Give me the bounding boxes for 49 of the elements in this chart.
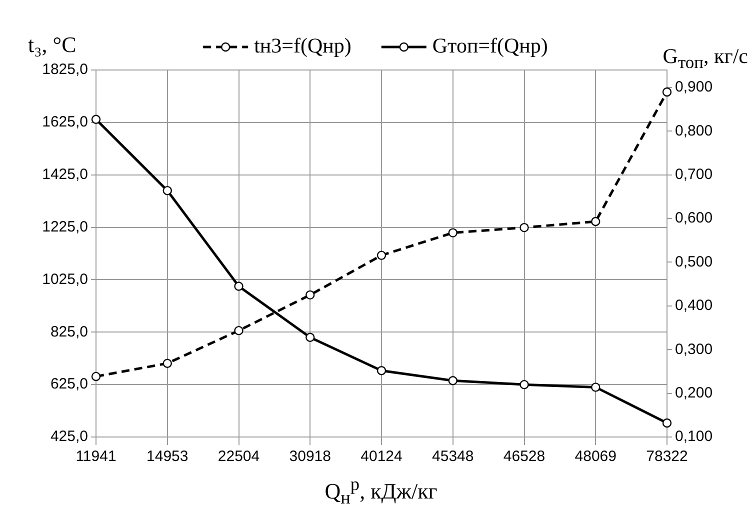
point: [162, 186, 172, 196]
x-tick-label: 40124: [360, 448, 402, 466]
point: [376, 366, 386, 376]
y2-tick-label: 0,200: [675, 384, 713, 402]
x-tick-label: 48069: [574, 448, 616, 466]
point: [520, 380, 529, 390]
y2-tick-label: 0,300: [675, 340, 713, 358]
y-tick-label: 825,0: [50, 323, 88, 340]
point: [306, 290, 315, 300]
point: [234, 326, 244, 336]
y2-tick-label: 0,500: [675, 253, 713, 270]
y2-tick-label: 0,900: [675, 78, 713, 96]
y-axis-title: t₃, °C: [28, 32, 76, 58]
x-tick-label: 22504: [218, 448, 260, 466]
x-tick-label: 11941: [76, 448, 116, 466]
y2-axis-title: G$_{топ}$, кг/с: [662, 44, 748, 74]
point: [91, 372, 101, 382]
x-axis-title: Q$_{н}$$^{р}$, кДж/кг: [324, 474, 438, 509]
y-tick-label: 425,0: [50, 428, 88, 446]
y-tick-label: 625,0: [50, 376, 88, 393]
point: [448, 376, 458, 386]
x-tick-label: 45348: [432, 448, 474, 466]
y2-tick-label: 0,600: [675, 210, 713, 227]
point: [234, 282, 244, 291]
x-tick-label: 78322: [646, 448, 688, 466]
y-tick-label: 1225,0: [42, 218, 88, 236]
y-tick-label: 1025,0: [42, 270, 88, 288]
point: [376, 250, 386, 260]
legend-label: tн3=f(Qнр): [254, 34, 352, 58]
point: [591, 382, 600, 392]
point: [162, 358, 172, 368]
y-tick-label: 1425,0: [42, 166, 88, 183]
x-tick-label: 46528: [503, 448, 546, 466]
point: [662, 87, 672, 97]
y2-tick-label: 0,800: [675, 122, 713, 140]
point: [306, 332, 315, 342]
point: [448, 228, 458, 238]
point: [91, 114, 101, 124]
legend-label: Gтоп=f(Qнр): [432, 34, 548, 58]
y-tick-label: 1625,0: [42, 114, 88, 131]
y-tick-label: 1825,0: [42, 61, 88, 78]
x-tick-label: 14953: [146, 448, 188, 466]
y2-tick-label: 0,700: [675, 166, 713, 183]
point: [662, 418, 672, 428]
x-tick-label: 30918: [289, 448, 331, 466]
y2-tick-label: 0,400: [675, 297, 713, 314]
point: [520, 222, 529, 232]
point: [591, 216, 600, 226]
y2-tick-label: 0,100: [675, 428, 713, 446]
